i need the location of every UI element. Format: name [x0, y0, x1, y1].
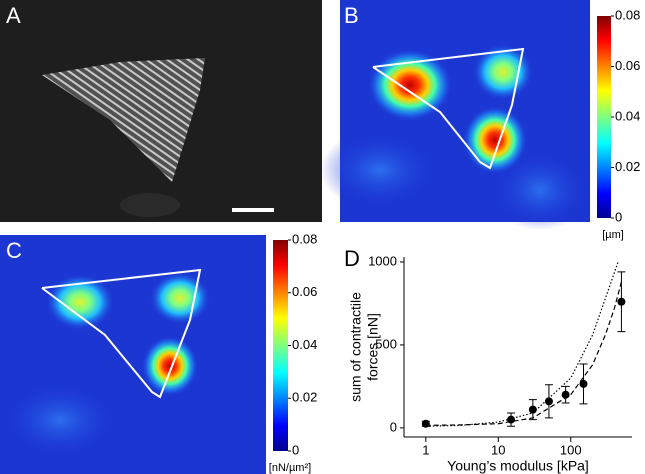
colorbar	[273, 240, 288, 451]
colorbar	[597, 16, 611, 218]
colorbar-unit: [nN/µm²]	[269, 462, 311, 474]
colorbar-tick-label: 0	[292, 442, 299, 457]
x-tick-label: 100	[560, 442, 582, 457]
cell	[42, 58, 205, 182]
y-axis-label: forces [nN]	[365, 313, 381, 381]
heat-blob	[150, 272, 210, 324]
data-point	[528, 405, 537, 414]
heat-blob	[490, 150, 590, 230]
panel-label: A	[6, 3, 21, 28]
y-tick-label: 0	[390, 419, 397, 434]
colorbar-tick-label: 0.06	[615, 58, 640, 73]
colorbar-tick-label: 0.02	[292, 390, 317, 405]
heat-blob	[320, 130, 440, 210]
colorbar-tick-label: 0.04	[615, 108, 640, 123]
background-glow	[120, 193, 180, 217]
fit-curve	[425, 261, 619, 427]
data-point	[561, 390, 570, 399]
cell-outline	[372, 47, 525, 170]
fit-curve	[425, 281, 622, 426]
panel-a: A	[0, 0, 322, 222]
x-axis-label: Young’s modulus [kPa]	[447, 458, 589, 474]
colorbar-tick-label: 0.08	[615, 7, 640, 22]
heat-blob	[368, 49, 452, 121]
x-tick-label: 1	[422, 442, 429, 457]
y-tick-label: 500	[375, 336, 397, 351]
y-axis-label: sum of contractile	[348, 292, 364, 402]
panel-c: C	[0, 235, 266, 474]
colorbar-tick-label: 0.06	[292, 284, 317, 299]
cell-outline	[41, 268, 202, 399]
data-point	[507, 415, 516, 424]
data-point	[579, 379, 588, 388]
colorbar-unit: [µm]	[602, 229, 624, 241]
heat-blob	[0, 380, 120, 460]
scale-bar	[232, 208, 274, 212]
x-tick-label: 10	[491, 442, 505, 457]
panel-label: D	[344, 246, 360, 271]
y-tick-label: 1000	[368, 253, 397, 268]
colorbar-tick-label: 0	[615, 209, 622, 224]
data-point	[617, 297, 626, 306]
heat-blob	[142, 336, 198, 396]
colorbar-tick-label: 0.02	[615, 159, 640, 174]
heat-blob	[473, 44, 533, 100]
data-point	[421, 419, 430, 428]
panel-label: B	[344, 3, 359, 28]
heat-blob	[46, 274, 114, 330]
panel-label: C	[6, 238, 22, 263]
colorbar-tick-label: 0.04	[292, 337, 317, 352]
panel-b: B	[320, 0, 590, 230]
heat-blob	[463, 106, 527, 174]
colorbar-tick-label: 0.08	[292, 231, 317, 246]
data-point	[544, 397, 553, 406]
